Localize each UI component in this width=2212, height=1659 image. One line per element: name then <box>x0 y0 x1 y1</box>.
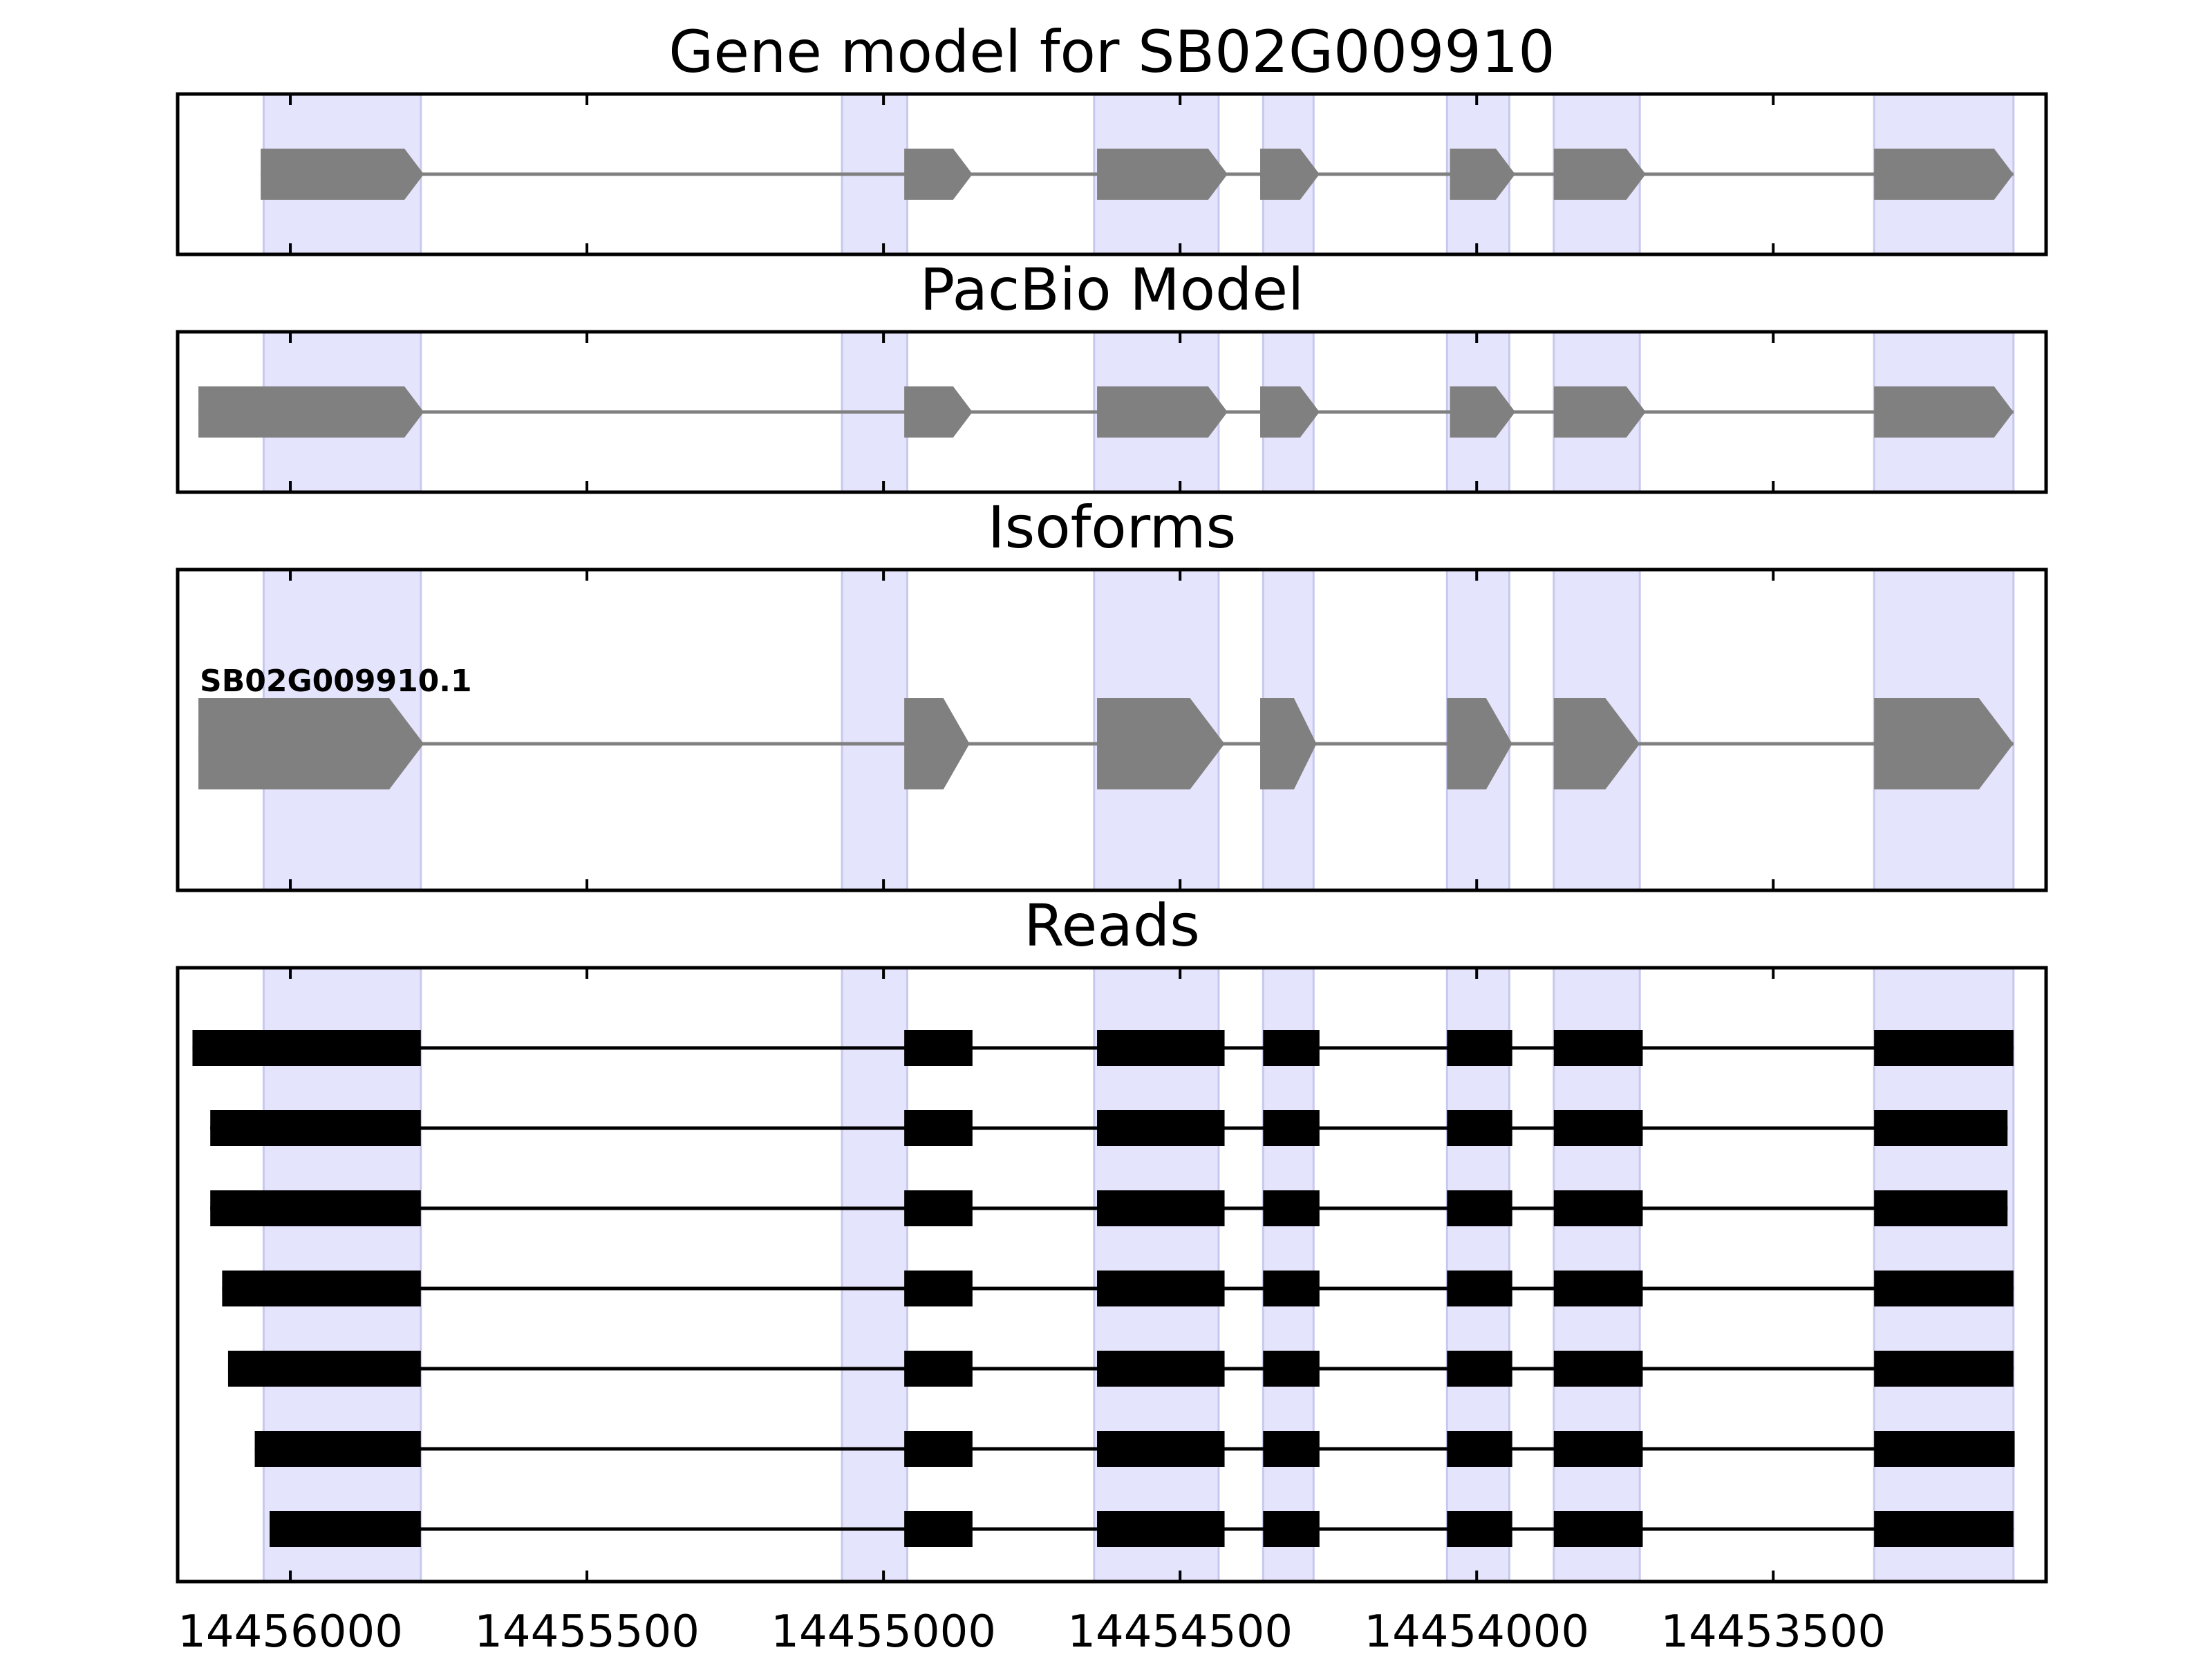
read-exon-block <box>1447 1030 1512 1066</box>
read-exon-block <box>1097 1110 1225 1146</box>
read-exon-block <box>1263 1511 1320 1547</box>
exon-arrow <box>198 698 424 789</box>
read-exon-block <box>1097 1511 1225 1547</box>
exon-arrow <box>1097 149 1228 200</box>
read-exon-block <box>1097 1431 1225 1467</box>
panel-title: Isoforms <box>988 494 1237 561</box>
panel-isoforms: Isoforms SB02G009910.1 <box>176 494 2048 892</box>
panel-title: Reads <box>1024 892 1200 959</box>
read-exon-block <box>1097 1190 1225 1226</box>
read-exon-block <box>1097 1351 1225 1387</box>
read-exon-block <box>1263 1351 1320 1387</box>
read-exon-block <box>1447 1431 1512 1467</box>
read-exon-block <box>1447 1351 1512 1387</box>
read-exon-block <box>1263 1110 1320 1146</box>
x-tick-label: 14454500 <box>1067 1606 1293 1658</box>
x-axis: 14456000 14455500 14455000 14454500 14454000… <box>178 1606 1886 1658</box>
exon-arrow <box>1260 149 1320 200</box>
read-exon-block <box>1097 1030 1225 1066</box>
read-exon-block <box>210 1190 421 1226</box>
read-exon-block <box>1553 1431 1643 1467</box>
exon-arrow <box>1097 386 1228 438</box>
read-exon-block <box>1553 1351 1643 1387</box>
panel-title: PacBio Model <box>920 256 1304 324</box>
read-exon-block <box>904 1351 973 1387</box>
exon-arrow <box>1450 149 1516 200</box>
read-exon-block <box>1553 1271 1643 1306</box>
exon-arrow <box>1260 698 1317 789</box>
panel-pacbio-model: PacBio Model <box>176 256 2048 494</box>
x-tick-label: 14453500 <box>1660 1606 1886 1658</box>
read-exon-block <box>254 1431 421 1467</box>
read-exon-block <box>270 1511 421 1547</box>
read-exon-block <box>1874 1511 2014 1547</box>
exon-arrow <box>1874 386 2014 438</box>
read-exon-block <box>1447 1271 1512 1306</box>
read-exon-block <box>904 1110 973 1146</box>
exon-arrow <box>1553 386 1646 438</box>
read-exon-block <box>227 1351 421 1387</box>
x-tick-label: 14455500 <box>474 1606 700 1658</box>
panel-frame <box>176 568 2048 892</box>
read-exon-block <box>1447 1110 1512 1146</box>
exon-arrow <box>904 149 973 200</box>
read-exon-block <box>192 1030 421 1066</box>
exon-arrow <box>1450 386 1516 438</box>
read-exon-block <box>1263 1431 1320 1467</box>
read-exon-block <box>1874 1190 2008 1226</box>
exon-arrow <box>1553 149 1646 200</box>
panel-gene-model-for-sb02g009910: Gene model for SB02G009910 <box>176 18 2048 256</box>
read-exon-block <box>1263 1271 1320 1306</box>
exon-arrow <box>1874 698 2014 789</box>
exon-arrow <box>904 698 970 789</box>
panel-frame <box>176 92 2048 256</box>
exon-arrow <box>1097 698 1225 789</box>
read-exon-block <box>210 1110 421 1146</box>
read-exon-block <box>1447 1190 1512 1226</box>
exon-arrow <box>198 386 424 438</box>
read-exon-block <box>1874 1431 2015 1467</box>
read-exon-block <box>1097 1271 1225 1306</box>
read-exon-block <box>1263 1190 1320 1226</box>
read-exon-block <box>904 1190 973 1226</box>
exon-arrow <box>904 386 973 438</box>
exon-arrow <box>261 149 424 200</box>
read-exon-block <box>1447 1511 1512 1547</box>
exon-arrow <box>1447 698 1512 789</box>
read-exon-block <box>1553 1190 1643 1226</box>
panel-frame <box>176 966 2048 1584</box>
read-exon-block <box>904 1271 973 1306</box>
read-exon-block <box>1263 1030 1320 1066</box>
exon-arrow <box>1874 149 2014 200</box>
read-exon-block <box>1874 1110 2008 1146</box>
x-tick-label: 14456000 <box>178 1606 403 1658</box>
read-exon-block <box>904 1511 973 1547</box>
read-exon-block <box>222 1271 421 1306</box>
read-exon-block <box>1874 1271 2014 1306</box>
read-exon-block <box>1874 1351 2014 1387</box>
read-exon-block <box>1553 1030 1643 1066</box>
read-exon-block <box>1553 1110 1643 1146</box>
read-exon-block <box>1553 1511 1643 1547</box>
read-exon-block <box>904 1030 973 1066</box>
read-exon-block <box>1874 1030 2014 1066</box>
panel-reads: Reads <box>176 892 2048 1584</box>
exon-arrow <box>1260 386 1320 438</box>
isoform-label: SB02G009910.1 <box>200 664 472 699</box>
x-tick-label: 14455000 <box>771 1606 996 1658</box>
x-tick-label: 14454000 <box>1364 1606 1589 1658</box>
panel-title: Gene model for SB02G009910 <box>668 18 1555 86</box>
exon-shade <box>841 568 908 892</box>
panel-frame <box>176 330 2048 494</box>
exon-arrow <box>1553 698 1640 789</box>
exon-shade <box>841 966 908 1583</box>
read-exon-block <box>904 1431 973 1467</box>
